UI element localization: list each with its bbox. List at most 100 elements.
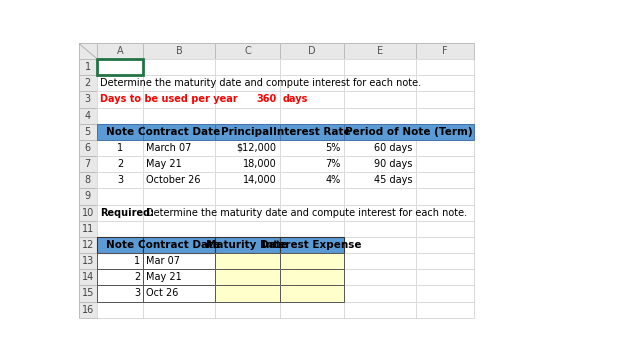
Text: Days to be used per year: Days to be used per year [100, 95, 237, 105]
Bar [416, 237, 474, 253]
Bar [215, 302, 279, 318]
Bar [279, 188, 344, 205]
Bar [78, 205, 97, 221]
Text: 5: 5 [85, 127, 91, 137]
Bar [215, 172, 279, 188]
Bar [279, 156, 344, 172]
Bar [279, 91, 344, 107]
Bar [279, 253, 344, 269]
Bar [215, 253, 279, 269]
Bar [416, 302, 474, 318]
Bar [416, 205, 474, 221]
Bar [344, 140, 416, 156]
Bar [97, 237, 143, 253]
Bar [78, 156, 97, 172]
Bar [143, 59, 215, 75]
Text: 18,000: 18,000 [243, 159, 276, 169]
Bar [143, 91, 215, 107]
Bar [78, 43, 97, 59]
Bar [416, 221, 474, 237]
Bar [416, 43, 474, 59]
Text: 13: 13 [82, 256, 94, 266]
Bar [143, 205, 215, 221]
Bar [416, 91, 474, 107]
Bar [416, 237, 474, 253]
Bar [97, 107, 143, 124]
Bar [97, 91, 143, 107]
Bar [344, 205, 416, 221]
Bar [143, 302, 215, 318]
Bar [215, 140, 279, 156]
Bar [97, 59, 143, 75]
Bar [215, 285, 279, 302]
Text: 4%: 4% [325, 175, 341, 185]
Bar [416, 172, 474, 188]
Bar [344, 302, 416, 318]
Bar [143, 285, 215, 302]
Bar [78, 188, 97, 205]
Bar [279, 237, 344, 253]
Text: E: E [377, 46, 383, 56]
Bar [78, 253, 97, 269]
Bar [279, 91, 344, 107]
Bar [215, 269, 279, 285]
Bar [416, 156, 474, 172]
Bar [279, 285, 344, 302]
Bar [215, 205, 279, 221]
Bar [143, 75, 215, 91]
Bar [97, 269, 143, 285]
Bar [416, 253, 474, 269]
Bar [78, 140, 97, 156]
Text: 3: 3 [85, 95, 91, 105]
Bar [344, 172, 416, 188]
Bar [279, 237, 344, 253]
Bar [215, 269, 279, 285]
Bar [97, 237, 143, 253]
Text: 1: 1 [85, 62, 91, 72]
Bar [215, 107, 279, 124]
Bar [143, 188, 215, 205]
Text: 3: 3 [134, 288, 140, 298]
Bar [97, 124, 143, 140]
Bar [143, 237, 215, 253]
Bar [344, 221, 416, 237]
Bar [78, 302, 97, 318]
Bar [215, 205, 279, 221]
Text: Required:: Required: [100, 208, 154, 218]
Bar [215, 156, 279, 172]
Bar [344, 253, 416, 269]
Bar [215, 75, 279, 91]
Bar [215, 237, 279, 253]
Bar [416, 188, 474, 205]
Bar [143, 43, 215, 59]
Bar [78, 43, 97, 59]
Bar [416, 140, 474, 156]
Bar [215, 188, 279, 205]
Text: Determine the maturity date and compute interest for each note.: Determine the maturity date and compute … [100, 78, 421, 88]
Text: Interest Expense: Interest Expense [262, 240, 361, 250]
Text: 1: 1 [117, 143, 123, 153]
Bar [279, 75, 344, 91]
Bar [97, 188, 143, 205]
Bar [215, 59, 279, 75]
Bar [97, 237, 143, 253]
Bar [97, 156, 143, 172]
Bar [279, 59, 344, 75]
Bar [143, 156, 215, 172]
Bar [344, 285, 416, 302]
Bar [215, 221, 279, 237]
Bar [416, 221, 474, 237]
Bar [344, 107, 416, 124]
Bar [279, 285, 344, 302]
Bar [97, 253, 143, 269]
Text: 16: 16 [82, 305, 94, 315]
Bar [97, 172, 143, 188]
Bar [78, 75, 97, 91]
Bar [416, 91, 474, 107]
Text: 15: 15 [82, 288, 94, 298]
Bar [279, 124, 344, 140]
Bar [215, 107, 279, 124]
Bar [279, 302, 344, 318]
Bar [143, 285, 215, 302]
Bar [344, 75, 416, 91]
